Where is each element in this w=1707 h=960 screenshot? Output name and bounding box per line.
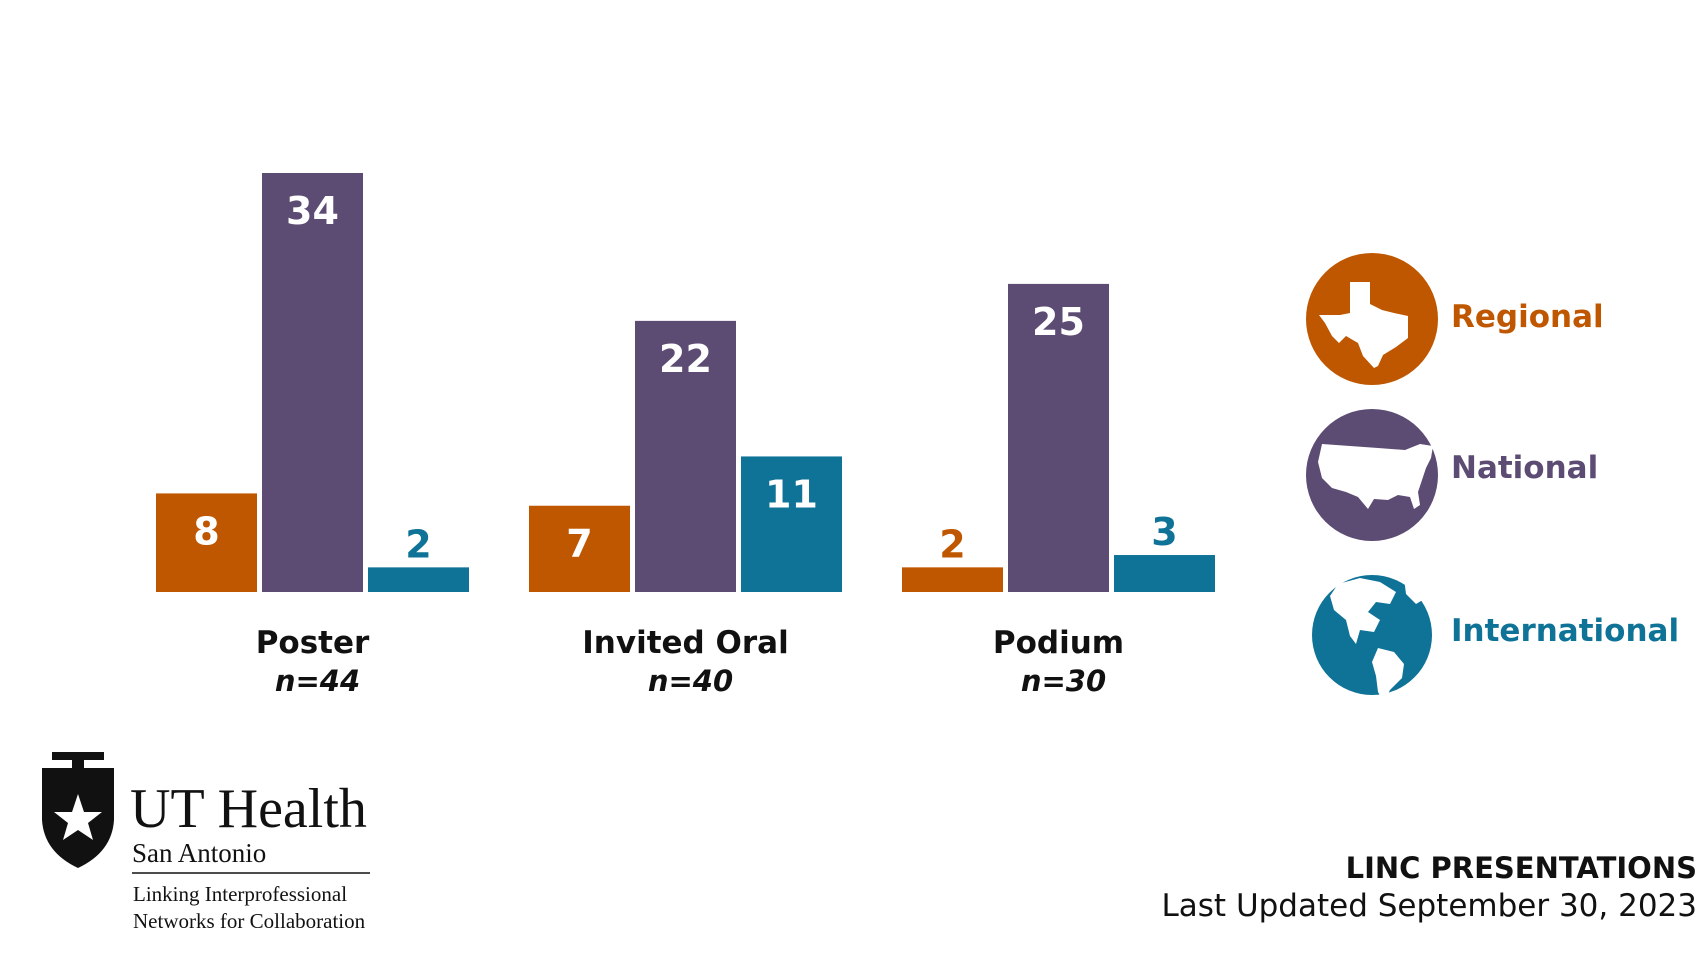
legend-label-national: National [1451, 450, 1598, 486]
bar-poster-national [262, 173, 363, 592]
legend: Regional National International [1306, 253, 1679, 702]
logo-subtitle: San Antonio [132, 838, 266, 868]
ut-health-logo: UT Health San Antonio Linking Interprofe… [42, 752, 370, 933]
logo-tagline-line1: Linking Interprofessional [133, 882, 347, 906]
category-total-poster: n=44 [275, 664, 360, 698]
texas-shape [1319, 282, 1408, 368]
data-label-podium-international: 3 [1151, 510, 1177, 554]
data-label-poster-international: 2 [405, 522, 431, 566]
legend-item-international: International [1312, 575, 1679, 702]
category-label-poster: Poster [256, 625, 370, 661]
data-label-invited-oral-international: 11 [765, 472, 818, 516]
footer-title: LINC PRESENTATIONS [1345, 851, 1697, 885]
category-total-invited-oral: n=40 [648, 664, 733, 698]
category-label-invited-oral: Invited Oral [582, 625, 788, 661]
data-label-invited-oral-regional: 7 [566, 522, 592, 566]
bar-invited-oral-national [635, 320, 736, 592]
logo-tagline-line2: Networks for Collaboration [133, 909, 366, 933]
shield-crest [52, 752, 104, 760]
bar-poster-international [368, 567, 469, 592]
data-label-podium-regional: 2 [939, 522, 965, 566]
bar-invited-oral-international [741, 456, 842, 592]
footer-date: Last Updated September 30, 2023 [1161, 888, 1697, 924]
bar-invited-oral-regional [529, 505, 630, 592]
logo-name: UT Health [130, 778, 367, 840]
data-label-podium-national: 25 [1032, 300, 1085, 344]
legend-label-regional: Regional [1451, 299, 1604, 335]
category-total-podium: n=30 [1021, 664, 1106, 698]
bar-podium-national [1008, 283, 1109, 592]
legend-item-national: National [1306, 409, 1598, 541]
legend-label-international: International [1451, 613, 1679, 649]
category-label-podium: Podium [993, 625, 1124, 661]
bar-podium-international [1114, 555, 1215, 592]
globe-americas-shape [1330, 578, 1426, 702]
usa-shape [1318, 444, 1433, 509]
star-icon [54, 794, 102, 840]
data-label-poster-regional: 8 [193, 509, 219, 553]
bar-poster-regional [156, 493, 257, 592]
data-label-poster-national: 34 [286, 189, 339, 233]
legend-item-regional: Regional [1306, 253, 1604, 385]
data-label-invited-oral-national: 22 [659, 337, 712, 381]
bar-podium-regional [902, 567, 1003, 592]
bars-layer: 8 34 2 7 22 11 2 25 3 [156, 173, 1215, 592]
